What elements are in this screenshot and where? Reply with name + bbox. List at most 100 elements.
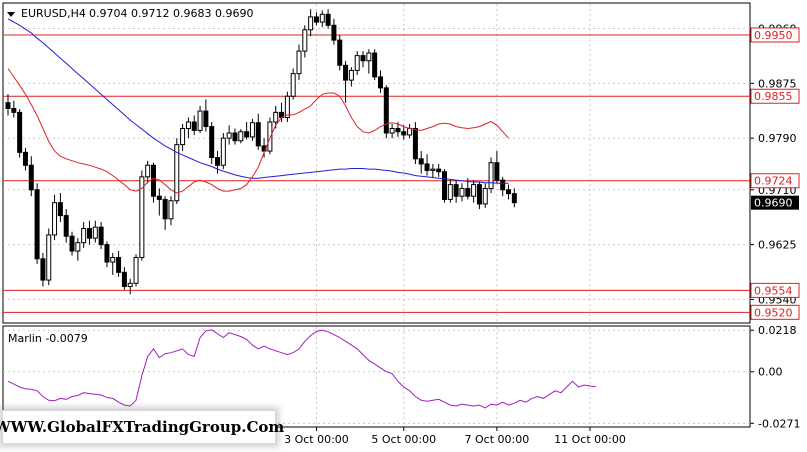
candle-body — [92, 226, 98, 239]
level-tag-label: 0.9950 — [754, 29, 793, 42]
candle-body — [52, 202, 58, 236]
candle-body — [104, 244, 110, 263]
candle-body — [174, 144, 180, 202]
candle-body — [162, 198, 168, 220]
candle-body — [407, 127, 413, 136]
candle-body — [220, 137, 226, 166]
candle-body — [284, 95, 290, 119]
candle-body — [389, 127, 395, 134]
candle-body — [11, 107, 17, 113]
candle-body — [209, 126, 215, 159]
ohlc-values: 0.9704 0.9712 0.9683 0.9690 — [89, 7, 253, 20]
time-tick-label: 11 Oct 00:00 — [554, 433, 626, 446]
indicator-tick-label: 0.0218 — [758, 324, 797, 337]
candle-body — [313, 16, 319, 23]
price-axis: 0.99600.98750.97900.97100.96250.95400.02… — [750, 23, 800, 430]
symbol-label: EURUSD,H4 — [21, 7, 86, 20]
candle-body — [267, 121, 273, 152]
candle-body — [249, 122, 255, 138]
candle-body — [383, 87, 389, 134]
time-tick-label: 7 Oct 00:00 — [465, 433, 530, 446]
candle-body — [156, 195, 162, 200]
candle-body — [401, 131, 407, 136]
ma-slow-line — [7, 18, 509, 184]
candle-body — [34, 189, 40, 260]
candle-body — [273, 111, 279, 123]
candle-body — [133, 256, 139, 284]
candle-body — [168, 200, 174, 220]
time-tick-label: 3 Oct 00:00 — [284, 433, 349, 446]
candle-body — [255, 122, 261, 147]
candle-body — [412, 127, 418, 160]
bid-price-tag — [751, 195, 799, 210]
marlin-line — [7, 329, 596, 409]
candle-body — [63, 215, 69, 237]
candle-body — [238, 131, 244, 142]
candle-body — [17, 111, 23, 153]
indicator-tick-label: -0.0271 — [758, 417, 800, 430]
level-tags: 0.9950 0.9855 0.9724 0.9554 0.9520 0.9690 — [750, 27, 800, 320]
candle-body — [22, 151, 28, 166]
candles — [5, 9, 517, 295]
candle-body — [75, 242, 81, 252]
level-tag-label: 0.9724 — [754, 175, 793, 188]
candle-body — [366, 52, 372, 62]
time-tick-label: 5 Oct 00:00 — [371, 433, 436, 446]
indicator-series — [7, 329, 596, 409]
candle-body — [337, 39, 343, 66]
candle-body — [343, 64, 349, 81]
candle-body — [28, 164, 34, 191]
chart-menu-triangle-icon[interactable] — [7, 12, 15, 17]
candle-body — [296, 50, 302, 75]
candle-body — [372, 52, 378, 78]
time-axis: 3 Oct 00:00 5 Oct 00:00 7 Oct 00:00 11 Oct … — [284, 427, 626, 446]
level-tag-label: 0.9520 — [754, 306, 793, 319]
candle-body — [69, 235, 75, 252]
candle-body — [442, 171, 447, 200]
moving-averages — [7, 18, 509, 194]
level-tag-label: 0.9554 — [754, 284, 793, 297]
candle-body — [511, 193, 517, 204]
price-tick-label: 0.9790 — [758, 132, 797, 145]
price-tick-label: 0.9875 — [758, 77, 797, 90]
candle-body — [430, 168, 436, 171]
candle-body — [348, 69, 354, 81]
candle-body — [418, 158, 424, 165]
grid — [3, 4, 750, 426]
horizontal-levels — [3, 34, 750, 313]
candle-body — [500, 179, 506, 191]
candle-body — [436, 168, 442, 173]
candle-body — [215, 157, 221, 166]
level-tag — [750, 282, 800, 298]
candle-body — [127, 282, 133, 288]
candle-body — [453, 184, 459, 197]
candle-body — [5, 102, 11, 109]
candle-body — [447, 184, 453, 200]
candle-body — [121, 271, 127, 288]
candle-body — [57, 202, 63, 217]
indicator-tick-label: 0.00 — [758, 366, 783, 379]
candle-body — [494, 162, 500, 181]
indicator-title: Marlin -0.0079 — [8, 332, 88, 345]
price-pane — [2, 2, 751, 324]
candle-body — [86, 227, 92, 239]
candle-body — [308, 16, 314, 31]
level-tag-label: 0.9855 — [754, 90, 793, 103]
candle-body — [197, 110, 203, 131]
watermark-logo: WWW.GlobalFXTradingGroup.Com — [0, 410, 284, 444]
candle-body — [145, 164, 151, 178]
candle-body — [139, 176, 145, 258]
candle-body — [395, 127, 401, 133]
candle-body — [354, 55, 360, 71]
candle-body — [459, 187, 465, 197]
candle-body — [506, 189, 512, 195]
candle-body — [488, 162, 494, 189]
candle-body — [319, 13, 325, 23]
candle-body — [110, 256, 116, 263]
level-tag — [750, 88, 800, 104]
candle-body — [244, 131, 250, 138]
candle-body — [203, 110, 209, 128]
candle-body — [476, 184, 482, 205]
candle-body — [465, 187, 471, 197]
